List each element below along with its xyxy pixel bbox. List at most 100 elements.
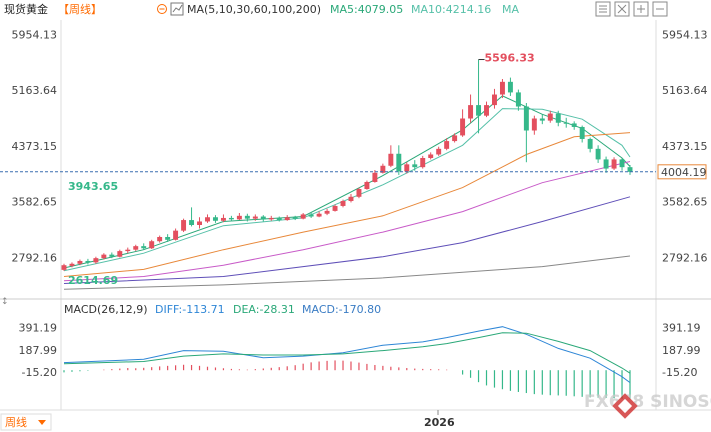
ma-settings-label[interactable]: MA(5,10,30,60,100,200) [187, 3, 321, 16]
zoom-in-icon[interactable] [633, 1, 649, 17]
macd-tick-label: -15.20 [22, 366, 57, 379]
candle-body [348, 196, 354, 202]
macd-tick-label: 391.19 [19, 322, 58, 335]
candle-body [579, 126, 585, 139]
main-header: 现货黄金 【周线】 MA(5,10,30,60,100,200) MA5:407… [4, 2, 519, 16]
candle-body [388, 153, 394, 166]
resize-handle-icon[interactable]: ↕ [1, 297, 9, 307]
candle-body [109, 254, 115, 257]
candle-body [85, 260, 91, 263]
ma200-line [63, 255, 631, 290]
high-price-label: 5596.33 [485, 52, 535, 65]
candle-body [412, 164, 418, 168]
candle-body [157, 236, 163, 242]
minus-icon[interactable] [157, 4, 167, 14]
macd-axis-right: 391.19 187.99 -15.20 [662, 322, 701, 379]
candle-body [260, 216, 266, 220]
ma10-line [63, 108, 631, 272]
candle-body [181, 220, 187, 231]
price-tick-label: 5163.64 [12, 84, 58, 97]
toolbar [595, 1, 668, 17]
year-label: 2026 [424, 416, 455, 429]
candle-body [61, 265, 67, 270]
price-tick-label: 4373.15 [12, 140, 58, 153]
instrument-title: 现货黄金 [4, 2, 48, 16]
candle-body [468, 105, 474, 119]
candle-body [499, 81, 505, 95]
candle-body [428, 154, 434, 158]
period-selector[interactable]: 周线 [0, 413, 52, 431]
brand-logo-icon [612, 393, 638, 419]
candle-body [133, 246, 139, 250]
candle-body [436, 148, 442, 155]
macd-histogram [63, 360, 631, 399]
candle-body [125, 249, 131, 252]
candle-body [212, 217, 218, 221]
candle-body [539, 118, 545, 121]
ma30-line [63, 132, 631, 277]
candle-body [316, 213, 322, 217]
candle-body [69, 263, 75, 266]
dea-line [63, 332, 631, 374]
price-axis-right: 5954.13 5163.64 4373.15 3582.65 2792.16 [662, 28, 708, 264]
candle-body [356, 189, 362, 197]
candle-body [228, 217, 234, 220]
candle-body [547, 113, 553, 121]
candle-body [173, 230, 179, 240]
period-tag[interactable]: 【周线】 [58, 2, 102, 16]
candle-body [141, 246, 147, 249]
candle-body [523, 106, 529, 131]
macd-tick-label: -15.20 [662, 366, 697, 379]
price-tick-label: 2792.16 [662, 251, 708, 264]
candle-body [165, 236, 171, 240]
price-tick-label: 5163.64 [662, 84, 708, 97]
price-tick-label: 3582.65 [12, 196, 58, 209]
candle-body [603, 159, 609, 169]
candle-body [197, 221, 202, 225]
candle-body [404, 164, 410, 172]
macd-tick-label: 187.99 [19, 344, 58, 357]
candle-body [484, 105, 489, 116]
candle-body [117, 251, 123, 257]
ma10-label: MA10:4214.16 [411, 3, 491, 16]
candle-body [244, 215, 250, 219]
price-tick-label: 5954.13 [12, 28, 58, 41]
price-annotations: 5596.33 3943.65 2614.69 [68, 52, 535, 287]
candle-body [324, 210, 330, 214]
ma100-line [63, 196, 631, 284]
candle-body [476, 105, 482, 116]
macd-diff-label: DIFF:-113.71 [155, 303, 225, 316]
ma-more-label: MA [502, 3, 519, 16]
price-tick-label: 3582.65 [662, 196, 708, 209]
macd-dea-label: DEA:-28.31 [233, 303, 295, 316]
candle-body [205, 217, 210, 222]
candle-body [93, 258, 99, 263]
start-low-label: 3943.65 [68, 180, 118, 193]
grid-settings-icon[interactable] [595, 1, 611, 17]
macd-lines [63, 326, 631, 384]
macd-tick-label: 391.19 [662, 322, 701, 335]
candle-body [515, 92, 521, 107]
macd-settings-label[interactable]: MACD(26,12,9) [64, 303, 148, 316]
macd-tick-label: 187.99 [662, 344, 701, 357]
ma5-label: MA5:4079.05 [330, 3, 403, 16]
candle-body [452, 135, 458, 142]
candle-body [252, 216, 258, 219]
candle-body [396, 153, 402, 172]
moving-average-lines [63, 95, 631, 290]
candle-body [220, 217, 226, 221]
start-low-label: 2614.69 [68, 274, 118, 287]
candle-body [611, 159, 617, 169]
candle-body [308, 214, 314, 217]
macd-axis-left: 391.19 187.99 -15.20 [19, 322, 58, 379]
close-icon[interactable] [614, 1, 630, 17]
price-tick-label: 2792.16 [12, 251, 58, 264]
candle-body [332, 205, 338, 211]
price-tick-label: 5954.13 [662, 28, 708, 41]
last-price-badge [657, 164, 707, 180]
chart-line-icon[interactable] [170, 2, 184, 16]
zoom-out-icon[interactable] [652, 1, 668, 17]
candle-body [364, 181, 370, 190]
price-axis-left: 5954.13 5163.64 4373.15 3582.65 2792.16 [12, 28, 58, 264]
candle-body [619, 159, 625, 168]
